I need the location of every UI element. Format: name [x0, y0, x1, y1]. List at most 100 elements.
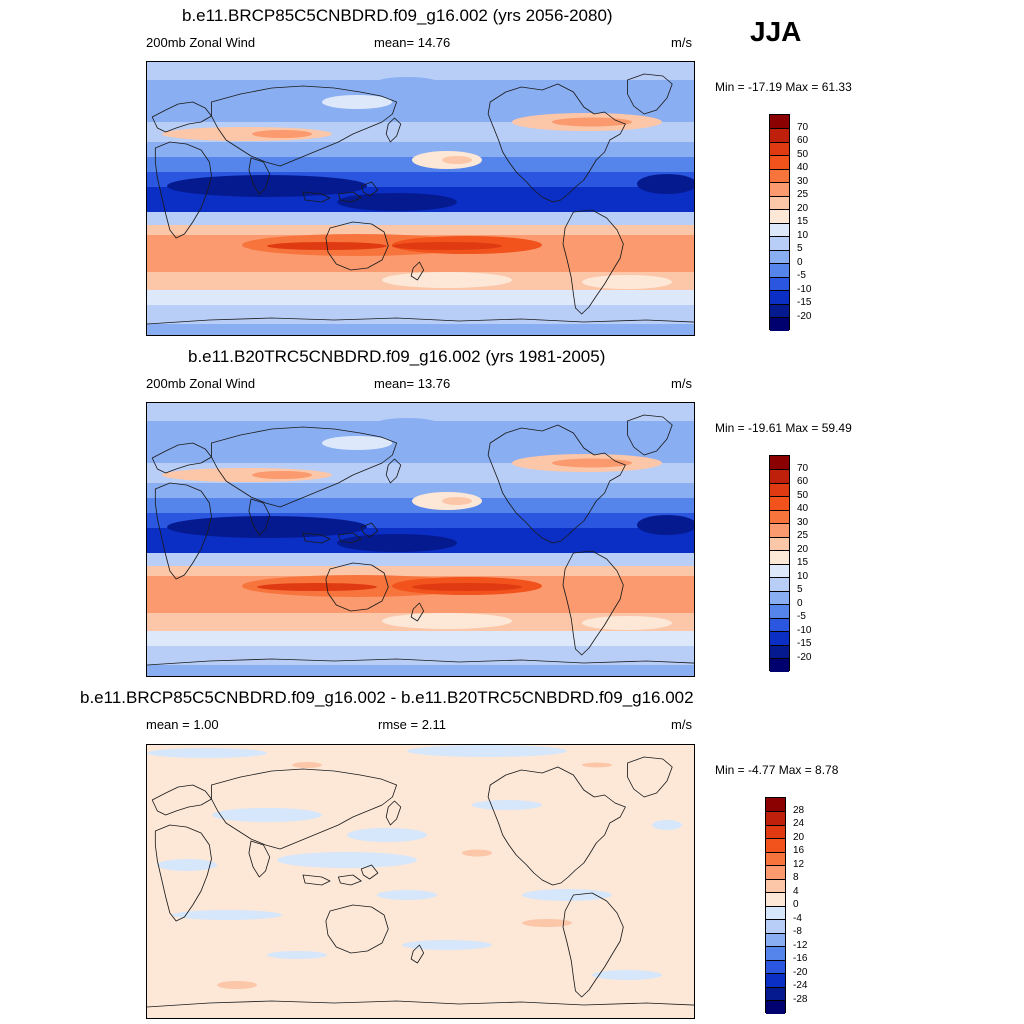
color-bar-segment	[770, 155, 789, 169]
color-bar-tick-label: 20	[793, 831, 805, 843]
coastline	[147, 317, 694, 325]
color-bar-segment	[770, 250, 789, 264]
panel-3-mean-label: mean = 1.00	[146, 717, 219, 732]
coastline	[410, 944, 425, 964]
color-bar-segment	[766, 973, 785, 987]
color-bar-segment	[766, 919, 785, 933]
panel-3-minmax-label: Min = -4.77 Max = 8.78	[715, 763, 839, 777]
color-bar-segment	[770, 169, 789, 183]
coastline	[147, 1000, 694, 1008]
coastline	[147, 658, 694, 666]
panel-1-variable-label: 200mb Zonal Wind	[146, 35, 256, 50]
coastline	[360, 181, 379, 197]
coastline	[410, 602, 425, 622]
color-bar-tick-label: 5	[797, 243, 803, 254]
color-bar-tick-label: 20	[797, 543, 809, 555]
coastline	[562, 550, 624, 656]
color-bar-tick-label: 10	[797, 570, 809, 582]
color-bar-segment	[770, 658, 789, 672]
color-bar-tick-label: 12	[793, 858, 805, 870]
panel-2-map	[146, 402, 695, 677]
coastline	[627, 73, 673, 115]
color-bar-tick-label: 28	[793, 804, 805, 816]
color-bar-segment	[766, 879, 785, 893]
panel-3-rmse-label: rmse = 2.11	[378, 717, 447, 732]
color-bar-tick-label: -10	[797, 624, 812, 636]
color-bar-segment	[770, 317, 789, 331]
color-bar-tick-label: 40	[797, 162, 809, 173]
coastline	[302, 191, 331, 203]
panel-1-minmax-label: Min = -17.19 Max = 61.33	[715, 80, 852, 94]
color-bar-tick-label: -20	[793, 966, 808, 978]
coastline	[562, 892, 624, 998]
color-bar-segment	[770, 469, 789, 483]
coastline	[385, 458, 402, 484]
color-bar-segment	[766, 852, 785, 866]
color-bar-tick-label: 70	[797, 462, 809, 474]
season-label: JJA	[750, 16, 802, 47]
panel-3-title: b.e11.BRCP85C5CNBDRD.f09_g16.002 - b.e11…	[80, 688, 694, 707]
coastline	[487, 83, 626, 203]
color-bar-tick-label: -4	[793, 912, 802, 924]
color-bar-tick-label: 16	[793, 845, 805, 856]
coastline	[487, 766, 626, 886]
color-bar-segment	[770, 564, 789, 578]
color-bar-tick-label: 70	[797, 121, 809, 133]
color-bar-segment	[770, 196, 789, 210]
coastline	[302, 532, 331, 544]
coastline	[487, 424, 626, 544]
coastline	[151, 101, 212, 133]
color-bar-segment	[770, 510, 789, 524]
color-bar-tick-label: 50	[797, 489, 809, 501]
panel-3-map	[146, 744, 695, 1019]
color-bar-segment	[770, 591, 789, 605]
panel-1-mean-label: mean= 14.76	[374, 35, 451, 50]
coastline	[337, 532, 362, 544]
color-bar-tick-label: 0	[797, 256, 803, 268]
color-bar-segment	[766, 838, 785, 852]
color-bar-tick-label: 10	[797, 229, 809, 241]
color-bar-tick-label: -20	[797, 651, 812, 663]
color-bar-segment	[770, 277, 789, 291]
coastline	[248, 840, 271, 878]
color-bar-segment	[770, 523, 789, 537]
color-bar-tick-label: -5	[797, 270, 806, 281]
coastline	[385, 117, 402, 143]
color-bar-segment	[766, 960, 785, 974]
coastline	[337, 874, 362, 886]
color-bar-tick-label: 30	[797, 516, 809, 528]
color-bar-segment	[766, 798, 785, 812]
color-bar-tick-label: -20	[797, 310, 812, 322]
color-bar-tick-label: 0	[797, 597, 803, 609]
coastline	[248, 498, 271, 536]
color-bar-tick-label: -28	[793, 993, 808, 1005]
coastline	[627, 414, 673, 456]
color-bar-segment	[770, 483, 789, 497]
color-bar-tick-label: 0	[793, 899, 799, 910]
color-bar-segment	[766, 865, 785, 879]
color-bar-segment	[770, 496, 789, 510]
panel-2-title: b.e11.B20TRC5CNBDRD.f09_g16.002 (yrs 198…	[188, 347, 606, 366]
color-bar-segment	[766, 906, 785, 920]
coastline	[211, 85, 398, 167]
coastline	[154, 141, 212, 239]
coastline	[360, 864, 379, 880]
color-bar-segment	[766, 825, 785, 839]
color-bar-tick-label: 5	[797, 584, 803, 595]
coastline	[360, 522, 379, 538]
color-bar-tick-label: 40	[797, 503, 809, 514]
coastline	[302, 874, 331, 886]
coastline	[325, 221, 389, 271]
color-bar	[769, 455, 790, 672]
color-bar-segment	[770, 290, 789, 304]
color-bar-tick-label: -16	[793, 953, 808, 964]
coastline	[325, 562, 389, 612]
panel-2-color-legend: 70 60 50 40 30 25 20 15 10 5 0 -5 -10 -15 -20	[769, 455, 849, 672]
color-bar-segment	[770, 115, 789, 129]
color-bar-segment	[766, 946, 785, 960]
color-bar-segment	[770, 223, 789, 237]
color-bar-tick-label: 4	[793, 885, 799, 897]
color-bar-segment	[770, 209, 789, 223]
color-bar-segment	[766, 892, 785, 906]
color-bar-tick-label: 15	[797, 557, 809, 568]
